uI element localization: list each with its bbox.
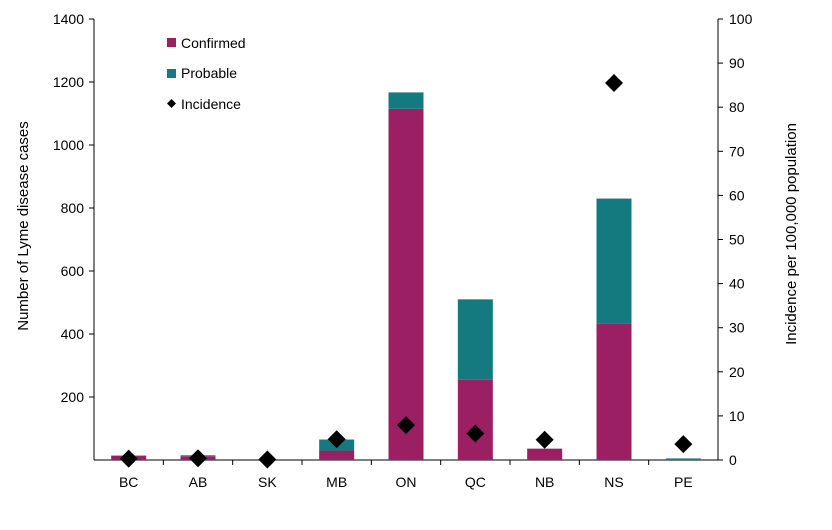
y-left-axis-title: Number of Lyme disease cases — [15, 121, 32, 331]
markers-layer — [119, 73, 693, 469]
y-left-tick-label: 600 — [61, 263, 85, 279]
incidence-marker-qc — [466, 424, 485, 443]
legend: Confirmed Probable Incidence — [167, 35, 246, 112]
y-right-tick-label: 20 — [729, 364, 745, 380]
x-tick-label-nb: NB — [535, 474, 554, 490]
incidence-marker-on — [397, 416, 415, 435]
incidence-marker-bc — [119, 449, 138, 468]
legend-label-probable: Probable — [181, 65, 237, 81]
bar-confirmed-ns — [596, 323, 632, 460]
legend-marker-incidence — [167, 99, 176, 108]
y-right-tick-label: 70 — [729, 143, 745, 159]
bars-layer — [111, 92, 701, 461]
legend-swatch-confirmed — [167, 38, 176, 47]
y-left-tick-label: 400 — [61, 326, 85, 342]
y-left-tick-label: 200 — [61, 389, 85, 405]
incidence-marker-pe — [674, 435, 693, 454]
x-tick-label-on: ON — [396, 474, 417, 490]
incidence-marker-nb — [535, 430, 554, 449]
bar-probable-qc — [457, 299, 493, 380]
incidence-marker-sk — [258, 450, 277, 469]
tick-labels-layer: 200 400 600 800 1000 1200 1400 0 10 20 30 40 50 60 70 8… — [53, 11, 753, 490]
y-left-tick-label: 1200 — [53, 74, 84, 90]
y-right-tick-label: 100 — [729, 11, 753, 27]
incidence-marker-ns — [605, 73, 623, 92]
y-right-tick-label: 90 — [729, 55, 745, 71]
x-tick-label-sk: SK — [258, 474, 277, 490]
y-right-tick-label: 50 — [729, 232, 745, 248]
y-right-tick-label: 30 — [729, 320, 745, 336]
x-tick-label-pe: PE — [674, 474, 693, 490]
bar-confirmed-nb — [527, 448, 563, 460]
legend-label-incidence: Incidence — [181, 96, 241, 112]
y-right-tick-label: 10 — [729, 408, 745, 424]
bar-probable-pe — [665, 458, 701, 460]
y-left-tick-label: 1000 — [53, 137, 84, 153]
bar-probable-ns — [596, 198, 632, 324]
x-tick-label-mb: MB — [326, 474, 347, 490]
x-tick-label-bc: BC — [119, 474, 138, 490]
y-right-tick-label: 40 — [729, 276, 745, 292]
legend-swatch-probable — [167, 69, 176, 78]
x-tick-label-qc: QC — [465, 474, 486, 490]
x-tick-label-ab: AB — [189, 474, 208, 490]
y-right-tick-label: 60 — [729, 187, 745, 203]
incidence-marker-mb — [327, 430, 346, 449]
legend-label-confirmed: Confirmed — [181, 35, 246, 51]
incidence-marker-ab — [189, 449, 207, 468]
y-right-axis-title: Incidence per 100,000 population — [783, 123, 800, 345]
y-left-tick-label: 800 — [61, 200, 85, 216]
bar-confirmed-qc — [457, 379, 493, 460]
bar-confirmed-mb — [319, 450, 355, 460]
y-right-tick-label: 0 — [729, 452, 737, 468]
bar-confirmed-on — [388, 108, 424, 461]
bar-probable-on — [388, 92, 424, 109]
x-tick-label-ns: NS — [604, 474, 623, 490]
y-right-tick-label: 80 — [729, 99, 745, 115]
y-left-tick-label: 1400 — [53, 11, 84, 27]
